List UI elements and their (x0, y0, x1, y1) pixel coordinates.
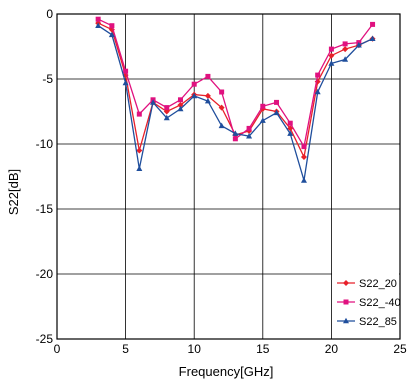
series-1 (95, 16, 376, 150)
data-point-triangle (108, 31, 115, 38)
axis-tick-labels: 0 5 10 15 20 25 0 -5 -10 -15 -20 -25 (36, 7, 407, 356)
data-point-triangle (177, 105, 184, 112)
data-point-square (219, 89, 225, 95)
legend-background (332, 273, 399, 337)
plot-area-frame (56, 13, 401, 340)
data-point-square (164, 105, 170, 111)
legend-label: S22_85 (359, 316, 397, 328)
data-point-diamond (204, 92, 211, 99)
y-tick-label: -10 (36, 137, 54, 151)
data-point-diamond (300, 154, 307, 160)
data-point-square (260, 103, 266, 109)
y-axis-label: S22[dB] (6, 169, 21, 215)
data-point-diamond (136, 147, 143, 154)
data-point-square (301, 144, 307, 150)
legend: S22_20 S22_-40 S22_85 (332, 273, 401, 337)
data-point-diamond (218, 104, 225, 111)
data-point-triangle (328, 60, 335, 66)
x-tick-label: 25 (393, 342, 407, 356)
data-point-square (136, 111, 142, 117)
data-point-square (246, 125, 252, 131)
x-tick-label: 5 (122, 342, 129, 356)
x-tick-label: 20 (325, 342, 339, 356)
data-point-square (343, 299, 349, 305)
data-series (95, 16, 376, 183)
data-point-square (191, 81, 197, 87)
x-tick-label: 10 (188, 342, 202, 356)
data-point-triangle (191, 92, 198, 99)
data-point-triangle (300, 177, 307, 183)
data-point-diamond (328, 52, 335, 59)
data-point-triangle (273, 109, 280, 116)
data-point-triangle (163, 114, 170, 121)
data-point-square (109, 23, 115, 29)
data-point-square (328, 46, 334, 52)
data-point-triangle (343, 317, 349, 324)
grid-lines (57, 14, 400, 339)
data-point-square (342, 41, 348, 47)
y-tick-label: -20 (36, 267, 54, 281)
data-point-triangle (218, 122, 225, 129)
y-tick-label: -15 (36, 202, 54, 216)
data-point-triangle (150, 99, 157, 105)
data-point-triangle (287, 130, 294, 136)
data-point-square (177, 97, 183, 103)
data-point-triangle (342, 56, 349, 62)
legend-label: S22_20 (359, 278, 397, 290)
data-point-square (315, 72, 321, 78)
data-point-triangle (369, 35, 376, 41)
x-tick-label: 15 (256, 342, 270, 356)
data-point-triangle (232, 130, 239, 136)
data-point-square (123, 68, 129, 74)
y-tick-label: -25 (36, 332, 54, 346)
data-point-square (205, 73, 211, 79)
data-point-square (287, 120, 293, 126)
data-point-triangle (122, 79, 129, 86)
data-point-triangle (204, 97, 211, 104)
data-point-square (95, 16, 101, 22)
data-point-square (232, 136, 238, 142)
x-axis-label: Frequency[GHz] (179, 364, 274, 379)
series-2 (95, 22, 376, 183)
data-point-triangle (259, 117, 266, 123)
y-tick-label: 0 (46, 7, 53, 21)
data-point-diamond (343, 280, 349, 286)
data-point-triangle (355, 42, 362, 48)
data-point-triangle (95, 22, 102, 28)
data-point-triangle (314, 88, 321, 95)
y-tick-label: -5 (42, 72, 53, 86)
data-point-triangle (246, 133, 253, 139)
data-point-square (274, 99, 280, 105)
legend-label: S22_-40 (359, 297, 401, 309)
data-point-triangle (136, 165, 143, 171)
x-tick-label: 0 (54, 342, 61, 356)
data-point-square (370, 21, 376, 27)
data-point-diamond (342, 46, 349, 53)
data-point-diamond (177, 102, 184, 108)
